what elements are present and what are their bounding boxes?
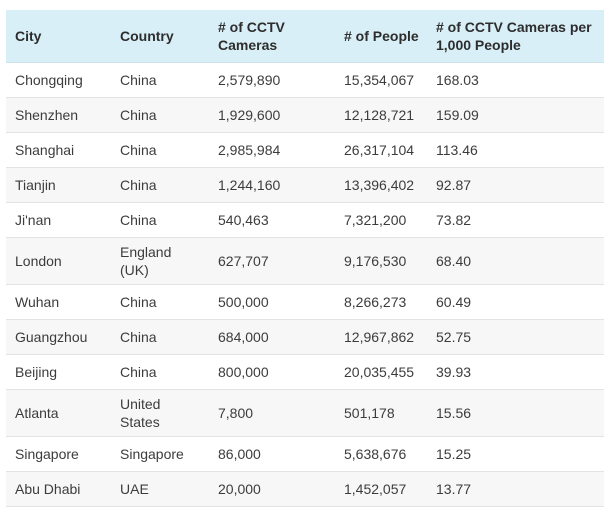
- people-cell: 501,178: [335, 389, 427, 437]
- per-thousand-cell: 60.49: [427, 284, 604, 320]
- cameras-cell: 1,244,160: [209, 167, 335, 203]
- country-cell: China: [111, 62, 209, 98]
- country-cell: China: [111, 284, 209, 320]
- per-thousand-cell: 13.77: [427, 471, 604, 507]
- header-row: City Country # of CCTV Cameras # of Peop…: [6, 10, 604, 63]
- header-city: City: [6, 10, 111, 63]
- city-cell: Abu Dhabi: [6, 471, 111, 507]
- people-cell: 15,354,067: [335, 62, 427, 98]
- city-cell: Shenzhen: [6, 97, 111, 133]
- per-thousand-cell: 73.82: [427, 202, 604, 238]
- cameras-cell: 800,000: [209, 354, 335, 390]
- people-cell: 20,035,455: [335, 354, 427, 390]
- city-cell: Shanghai: [6, 132, 111, 168]
- table-row: Beijing China 800,000 20,035,455 39.93: [6, 354, 604, 390]
- per-thousand-cell: 68.40: [427, 237, 604, 285]
- table-row: Singapore Singapore 86,000 5,638,676 15.…: [6, 436, 604, 472]
- header-country: Country: [111, 10, 209, 63]
- per-thousand-cell: 159.09: [427, 97, 604, 133]
- header-people: # of People: [335, 10, 427, 63]
- city-cell: Guangzhou: [6, 319, 111, 355]
- per-thousand-cell: 113.46: [427, 132, 604, 168]
- table-row: Atlanta United States 7,800 501,178 15.5…: [6, 389, 604, 437]
- table-row: Wuhan China 500,000 8,266,273 60.49: [6, 284, 604, 320]
- city-cell: Ji'nan: [6, 202, 111, 238]
- table-row: Ji'nan China 540,463 7,321,200 73.82: [6, 202, 604, 238]
- people-cell: 12,128,721: [335, 97, 427, 133]
- per-thousand-cell: 15.25: [427, 436, 604, 472]
- table-row: London England (UK) 627,707 9,176,530 68…: [6, 237, 604, 285]
- cameras-cell: 2,985,984: [209, 132, 335, 168]
- country-cell: China: [111, 202, 209, 238]
- cameras-cell: 7,800: [209, 389, 335, 437]
- table-header: City Country # of CCTV Cameras # of Peop…: [6, 10, 604, 63]
- city-cell: Atlanta: [6, 389, 111, 437]
- people-cell: 7,321,200: [335, 202, 427, 238]
- table-row: Guangzhou China 684,000 12,967,862 52.75: [6, 319, 604, 355]
- city-cell: Wuhan: [6, 284, 111, 320]
- city-cell: Chongqing: [6, 62, 111, 98]
- people-cell: 12,967,862: [335, 319, 427, 355]
- city-cell: Beijing: [6, 354, 111, 390]
- country-cell: China: [111, 97, 209, 133]
- cameras-cell: 684,000: [209, 319, 335, 355]
- table-body: Chongqing China 2,579,890 15,354,067 168…: [6, 62, 604, 507]
- cameras-cell: 86,000: [209, 436, 335, 472]
- per-thousand-cell: 92.87: [427, 167, 604, 203]
- header-cctv-cameras: # of CCTV Cameras: [209, 10, 335, 63]
- table-row: Shenzhen China 1,929,600 12,128,721 159.…: [6, 97, 604, 133]
- per-thousand-cell: 168.03: [427, 62, 604, 98]
- table-row: Shanghai China 2,985,984 26,317,104 113.…: [6, 132, 604, 168]
- header-cameras-per-thousand: # of CCTV Cameras per 1,000 People: [427, 10, 604, 63]
- city-cell: London: [6, 237, 111, 285]
- people-cell: 5,638,676: [335, 436, 427, 472]
- per-thousand-cell: 39.93: [427, 354, 604, 390]
- country-cell: China: [111, 132, 209, 168]
- country-cell: China: [111, 354, 209, 390]
- cameras-cell: 1,929,600: [209, 97, 335, 133]
- cctv-cameras-table: City Country # of CCTV Cameras # of Peop…: [6, 10, 604, 507]
- per-thousand-cell: 15.56: [427, 389, 604, 437]
- people-cell: 8,266,273: [335, 284, 427, 320]
- table-row: Chongqing China 2,579,890 15,354,067 168…: [6, 62, 604, 98]
- country-cell: Singapore: [111, 436, 209, 472]
- people-cell: 26,317,104: [335, 132, 427, 168]
- country-cell: England (UK): [111, 237, 209, 285]
- cameras-cell: 2,579,890: [209, 62, 335, 98]
- people-cell: 13,396,402: [335, 167, 427, 203]
- country-cell: UAE: [111, 471, 209, 507]
- cameras-cell: 627,707: [209, 237, 335, 285]
- table-row: Tianjin China 1,244,160 13,396,402 92.87: [6, 167, 604, 203]
- country-cell: China: [111, 319, 209, 355]
- cameras-cell: 20,000: [209, 471, 335, 507]
- people-cell: 9,176,530: [335, 237, 427, 285]
- people-cell: 1,452,057: [335, 471, 427, 507]
- country-cell: United States: [111, 389, 209, 437]
- cameras-cell: 540,463: [209, 202, 335, 238]
- cameras-cell: 500,000: [209, 284, 335, 320]
- per-thousand-cell: 52.75: [427, 319, 604, 355]
- city-cell: Singapore: [6, 436, 111, 472]
- city-cell: Tianjin: [6, 167, 111, 203]
- country-cell: China: [111, 167, 209, 203]
- table-row: Abu Dhabi UAE 20,000 1,452,057 13.77: [6, 471, 604, 507]
